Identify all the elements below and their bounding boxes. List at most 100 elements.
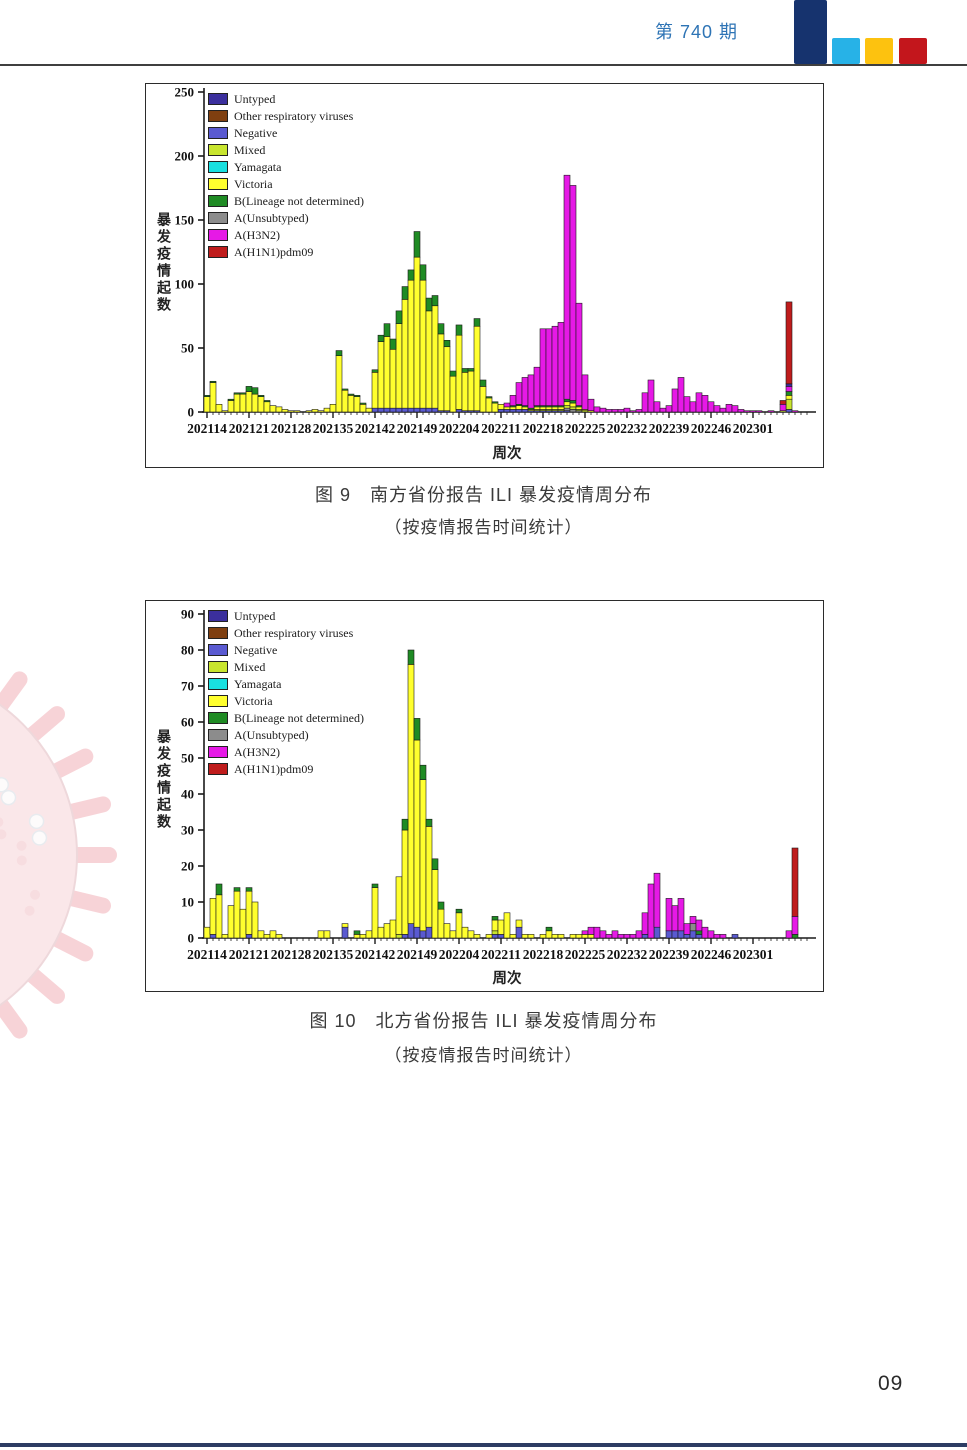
bar-segment: [455, 912, 463, 939]
bar-segment: [527, 934, 535, 939]
bar-segment: [353, 395, 361, 397]
x-tick-label: 202232: [607, 421, 648, 436]
bar-segment: [353, 396, 361, 413]
bar-segment: [209, 382, 217, 413]
bar-segment: [431, 295, 439, 307]
bar-segment: [665, 405, 673, 413]
bar-segment: [545, 926, 553, 932]
legend-item: Victoria: [208, 176, 364, 192]
virus-spike: [20, 706, 66, 747]
bar-segment: [287, 410, 295, 413]
bar-segment: [377, 407, 385, 413]
y-tick-label: 150: [175, 213, 195, 228]
bar-segment: [425, 818, 433, 827]
x-tick-label: 202239: [649, 947, 690, 962]
bar-segment: [407, 923, 415, 939]
bar-segment: [485, 934, 493, 939]
bar-segment: [419, 264, 427, 281]
bar-segment: [719, 934, 727, 939]
legend-item: Negative: [208, 642, 364, 658]
bar-segment: [791, 934, 799, 939]
bar-segment: [695, 930, 703, 935]
virus-illustration: [0, 671, 117, 1039]
bar-segment: [515, 919, 523, 928]
x-tick-label: 202246: [691, 421, 732, 436]
bar-segment: [383, 923, 391, 939]
bar-segment: [395, 323, 403, 409]
y-tick-label: 70: [181, 679, 194, 694]
bar-segment: [209, 934, 217, 939]
bar-segment: [371, 372, 379, 409]
bar-segment: [683, 934, 691, 939]
bar-segment: [509, 406, 517, 410]
legend-swatch-negative: [208, 644, 228, 656]
legend-label: Other respiratory viruses: [234, 625, 354, 640]
bar-segment: [389, 919, 397, 939]
bar-segment: [437, 908, 445, 939]
series-h3n2: [581, 872, 799, 939]
bar-segment: [671, 930, 679, 939]
x-tick-label: 202128: [271, 947, 312, 962]
bar-segment: [419, 764, 427, 780]
bar-segment: [785, 409, 793, 413]
bar-segment: [707, 401, 715, 413]
series-h1n1: [791, 847, 799, 917]
bar-segment: [413, 926, 421, 939]
bar-segment: [671, 905, 679, 932]
bar-segment: [275, 934, 283, 939]
bar-segment: [695, 934, 703, 939]
bar-segment: [449, 370, 457, 377]
bar-segment: [677, 898, 685, 932]
series-b_nd: [203, 231, 793, 410]
bar-segment: [455, 908, 463, 914]
legend-swatch-mixed: [208, 144, 228, 156]
bar-segment: [509, 934, 517, 939]
x-tick-label: 202114: [187, 947, 227, 962]
legend-item: B(Lineage not determined): [208, 193, 364, 209]
bar-segment: [365, 930, 373, 939]
bar-segment: [563, 407, 571, 412]
bar-segment: [383, 323, 391, 337]
bar-segment: [221, 410, 229, 413]
legend-label: Yamagata: [234, 676, 282, 691]
bar-segment: [707, 930, 715, 939]
y-tick-label: 80: [181, 643, 194, 658]
series-h1n1: [779, 301, 793, 405]
bar-segment: [689, 923, 697, 932]
bar-segment: [503, 409, 511, 413]
bar-segment: [377, 334, 385, 342]
figure-9-legend: Untyped Other respiratory viruses Negative…: [208, 91, 364, 260]
virus-spike: [20, 963, 66, 1004]
bar-segment: [365, 407, 373, 413]
bar-segment: [461, 926, 469, 939]
y-tick-label: 250: [175, 85, 195, 100]
legend-swatch-negative: [208, 127, 228, 139]
bar-segment: [245, 934, 253, 939]
bar-segment: [401, 934, 409, 939]
virus-dot: [31, 830, 48, 846]
bar-segment: [689, 930, 697, 939]
legend-label: B(Lineage not determined): [234, 193, 364, 208]
bar-segment: [545, 406, 553, 410]
legend-label: A(Unsubtyped): [234, 210, 309, 225]
bar-segment: [281, 409, 289, 413]
x-tick-label: 202301: [733, 421, 774, 436]
bar-segment: [425, 926, 433, 939]
bar-segment: [641, 934, 649, 939]
bar-segment: [473, 318, 481, 327]
bar-segment: [341, 926, 349, 939]
bar-segment: [257, 395, 265, 397]
x-tick-label: 202142: [355, 947, 396, 962]
legend-swatch-a_unsub: [208, 212, 228, 224]
bar-segment: [293, 410, 301, 413]
bar-segment: [371, 887, 379, 939]
bar-segment: [563, 405, 571, 409]
bar-segment: [311, 409, 319, 413]
bar-segment: [221, 934, 229, 939]
legend-swatch-victoria: [208, 695, 228, 707]
bar-segment: [413, 718, 421, 741]
bar-segment: [659, 407, 667, 413]
bar-segment: [239, 392, 247, 395]
bar-segment: [443, 340, 451, 348]
legend-swatch-mixed: [208, 661, 228, 673]
